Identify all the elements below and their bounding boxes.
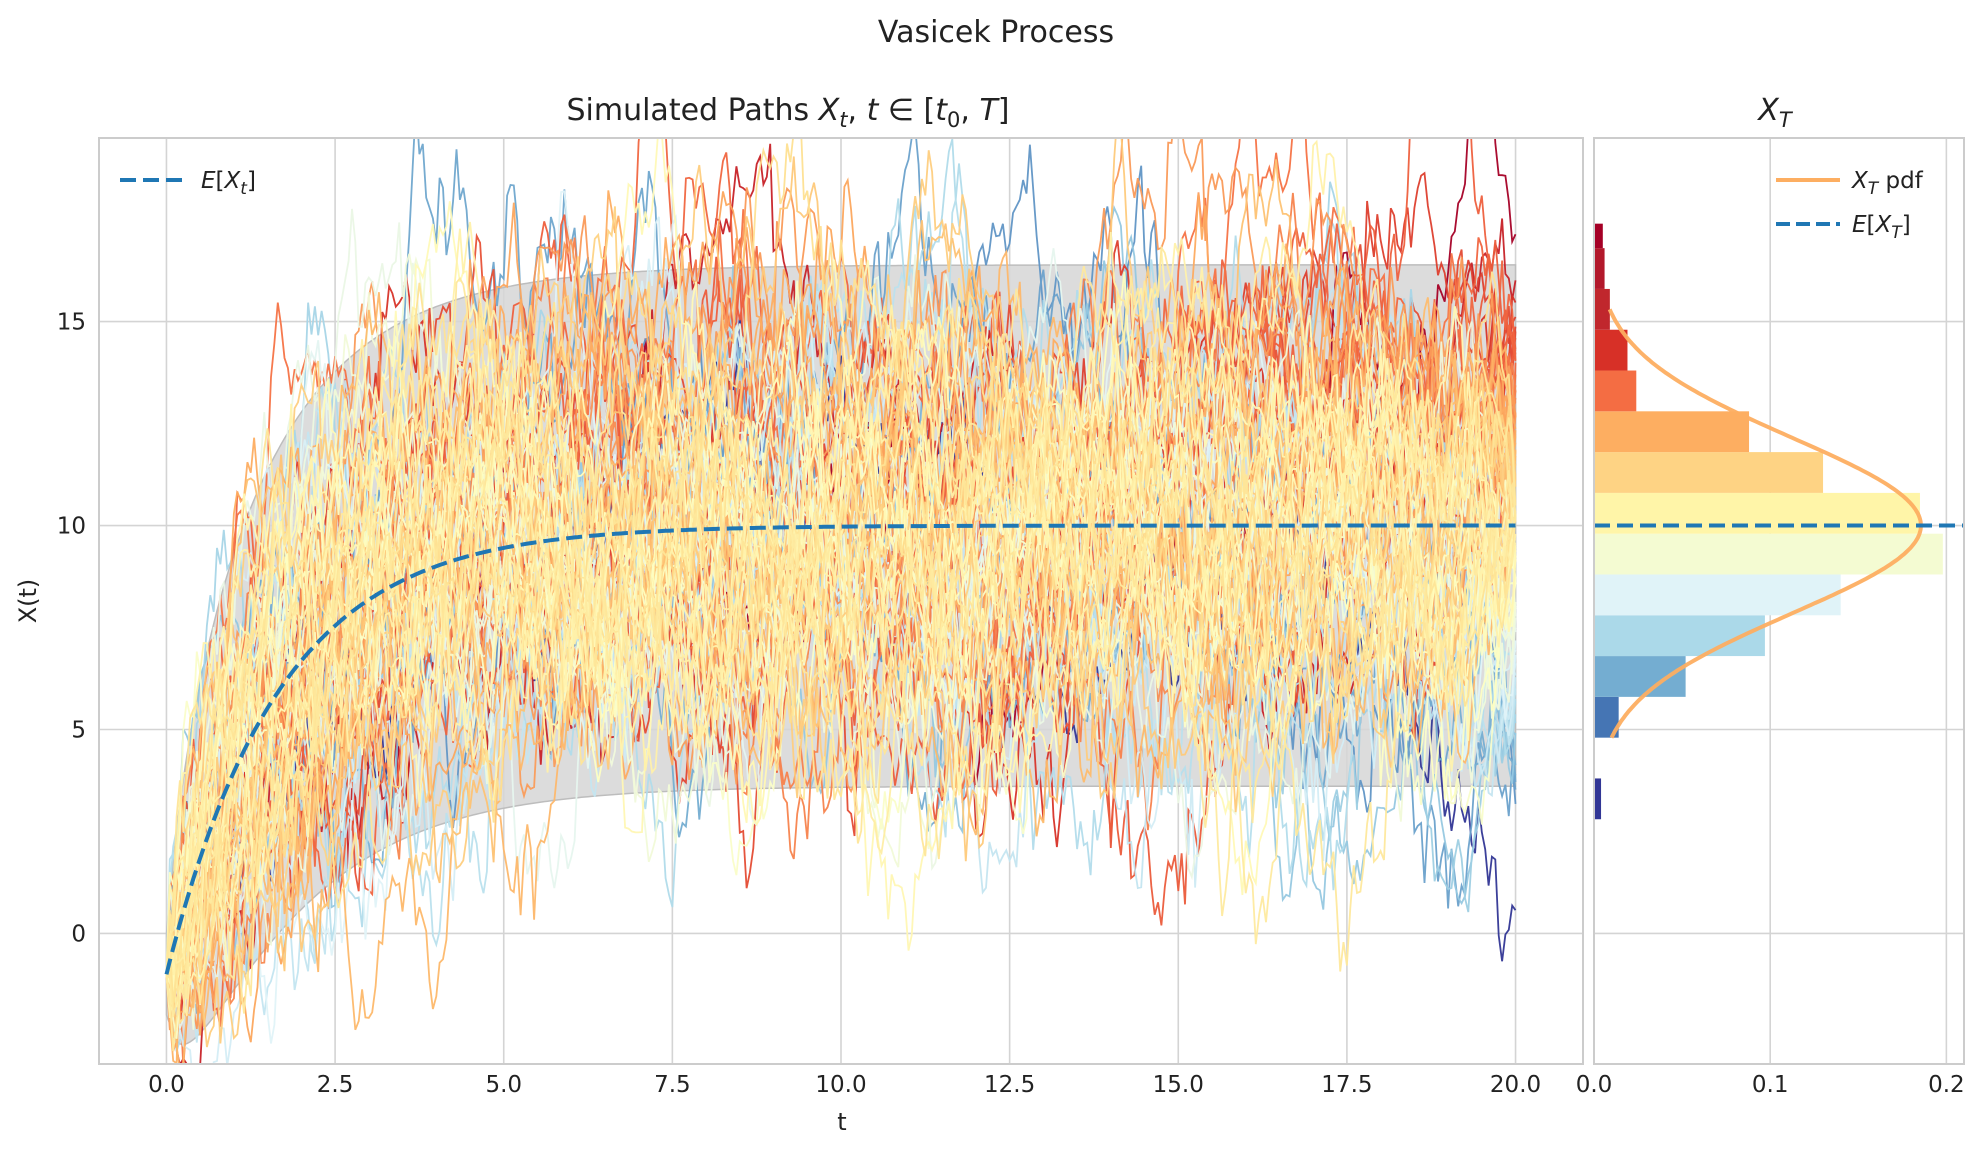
y-tick-label: 5: [71, 717, 86, 743]
y-axis-label: X(t): [14, 579, 42, 624]
pdf-curve: [1607, 308, 1923, 739]
y-tick-label: 0: [71, 921, 86, 947]
histogram-bar: [1594, 411, 1750, 453]
histogram-bar: [1594, 492, 1920, 534]
main-axes-frame: [98, 137, 1584, 1065]
histogram-bars: [1594, 223, 1943, 820]
main-y-tick-labels: 0 5 10 15: [57, 310, 86, 948]
simulated-paths: [165, 138, 1517, 1064]
sample-path: [165, 291, 1517, 981]
sample-path: [165, 282, 1517, 1004]
sample-path: [165, 345, 1517, 975]
legend-mean-label: E[Xt]: [201, 168, 256, 199]
histogram-bar: [1594, 533, 1943, 575]
sample-path: [165, 139, 1516, 989]
main-axes-title: Simulated Paths Xt, t ∈ [t0, T]: [566, 93, 1009, 132]
x-tick-label: 5.0: [485, 1072, 522, 1098]
histogram-bar: [1594, 452, 1824, 493]
histogram-bar: [1594, 288, 1610, 330]
side-x-tick-label: 0.2: [1928, 1072, 1965, 1098]
main-title-prefix: Simulated Paths: [566, 93, 818, 128]
sample-path: [165, 208, 1517, 975]
legend-terminal-mean-label: E[XT]: [1852, 212, 1911, 243]
x-tick-label: 17.5: [1321, 1072, 1372, 1098]
sample-path: [165, 349, 1517, 975]
side-x-tick-label: 0.0: [1576, 1072, 1613, 1098]
y-tick-label: 15: [57, 310, 86, 336]
x-axis-label: t: [837, 1108, 846, 1136]
main-x-tick-labels: 0.0 2.5 5.0 7.5 10.0 12.5 15.0 17.5 20.0: [148, 1072, 1541, 1098]
side-axes-frame: [1593, 137, 1965, 1065]
sample-path: [165, 305, 1517, 975]
x-tick-label: 20.0: [1490, 1072, 1541, 1098]
y-tick-label: 10: [57, 514, 86, 540]
sample-path: [165, 335, 1517, 975]
sample-path: [165, 138, 1517, 1009]
sample-path: [165, 156, 1516, 975]
histogram-bar: [1594, 223, 1603, 249]
figure-suptitle: Vasicek Process: [878, 15, 1114, 50]
histogram-bar: [1594, 778, 1602, 820]
sample-path: [166, 244, 1517, 1018]
legend-pdf-label: XT pdf: [1851, 168, 1924, 199]
side-legend: XT pdf E[XT]: [1776, 168, 1924, 243]
expected-value-line: [164, 523, 1516, 975]
side-x-tick-label: 0.1: [1752, 1072, 1789, 1098]
side-axes-title: XT: [1756, 93, 1794, 132]
x-tick-label: 15.0: [1153, 1072, 1204, 1098]
histogram-bar: [1594, 329, 1628, 371]
sample-path: [165, 352, 1517, 1052]
sample-path: [165, 236, 1517, 975]
side-x-tick-labels: 0.0 0.1 0.2: [1576, 1072, 1965, 1098]
x-tick-label: 2.5: [317, 1072, 354, 1098]
x-tick-label: 7.5: [654, 1072, 691, 1098]
sample-path: [165, 362, 1517, 1014]
main-legend: E[Xt]: [120, 168, 256, 199]
histogram-bar: [1594, 615, 1765, 657]
histogram-bar: [1594, 248, 1605, 289]
x-tick-label: 12.5: [984, 1072, 1035, 1098]
x-tick-label: 10.0: [815, 1072, 866, 1098]
histogram-bar: [1594, 370, 1637, 412]
x-tick-label: 0.0: [148, 1072, 185, 1098]
sample-path: [165, 286, 1517, 1017]
